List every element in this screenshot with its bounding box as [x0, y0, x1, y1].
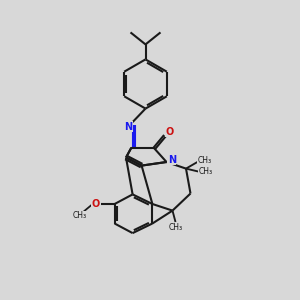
Text: N: N — [124, 122, 133, 132]
Text: O: O — [92, 199, 100, 209]
Text: CH₃: CH₃ — [199, 167, 213, 176]
Text: CH₃: CH₃ — [197, 156, 212, 165]
Text: CH₃: CH₃ — [169, 224, 183, 232]
Text: N: N — [168, 155, 176, 165]
Text: O: O — [166, 127, 174, 137]
Text: CH₃: CH₃ — [72, 212, 87, 220]
